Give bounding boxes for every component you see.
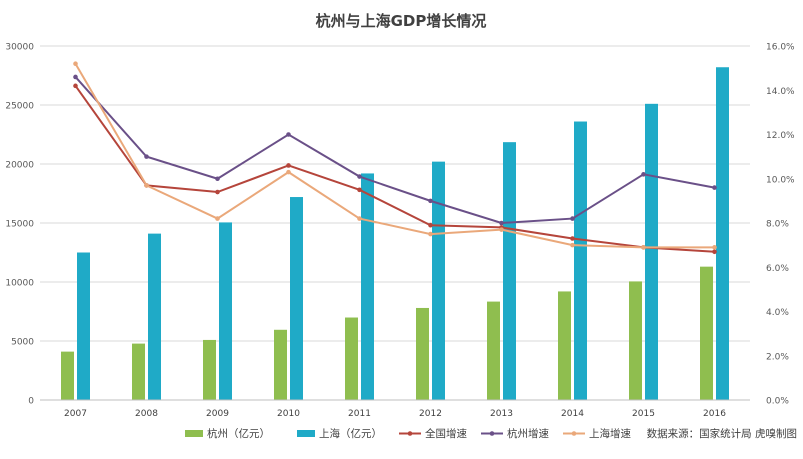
bar xyxy=(503,142,516,401)
series-line xyxy=(74,85,715,253)
series-point xyxy=(286,169,291,175)
x-tick-label: 2014 xyxy=(561,409,584,419)
legend-marker xyxy=(407,431,413,436)
bar xyxy=(700,266,713,400)
series-point xyxy=(144,154,149,159)
legend-label: 上海（亿元） xyxy=(319,427,382,440)
chart-title: 杭州与上海GDP增长情况 xyxy=(316,12,487,30)
bar xyxy=(645,103,658,400)
series-point xyxy=(570,242,575,248)
series-point xyxy=(144,183,149,188)
x-tick-label: 2013 xyxy=(490,409,513,419)
x-tick-label: 2016 xyxy=(703,409,726,419)
bar xyxy=(487,301,500,400)
x-axis: 2007 2008 2009 2010 2011 2012 2013 2014 2015 2016 xyxy=(40,399,750,419)
x-tick-label: 2011 xyxy=(348,409,371,419)
right-tick-label: 4.0% xyxy=(766,308,789,318)
series-line xyxy=(74,63,715,249)
left-tick-label: 25000 xyxy=(5,102,34,112)
right-tick-label: 6.0% xyxy=(766,264,789,274)
right-tick-label: 0.0% xyxy=(766,397,789,407)
legend-swatch xyxy=(185,430,203,437)
legend-swatch xyxy=(297,430,315,437)
bar xyxy=(416,307,429,400)
series-point xyxy=(357,174,362,179)
series-point xyxy=(428,231,433,237)
left-tick-label: 0 xyxy=(28,397,34,407)
series-point xyxy=(215,189,220,195)
series-point xyxy=(357,216,362,221)
series-point xyxy=(73,74,78,80)
bar xyxy=(203,339,216,400)
bar xyxy=(629,281,642,400)
series-point xyxy=(286,163,291,168)
right-tick-label: 2.0% xyxy=(766,352,789,362)
left-y-axis: 0 5000 10000 15000 20000 25000 30000 xyxy=(5,43,34,407)
series-point xyxy=(499,220,504,226)
series-point xyxy=(712,185,717,190)
series-point xyxy=(428,222,433,228)
bar xyxy=(61,351,74,400)
right-tick-label: 12.0% xyxy=(766,131,795,141)
left-tick-label: 10000 xyxy=(5,279,34,289)
series-point xyxy=(357,187,362,193)
x-tick-label: 2008 xyxy=(135,409,158,419)
bar xyxy=(345,317,358,400)
series-point xyxy=(641,245,646,250)
lines xyxy=(73,61,717,255)
bar xyxy=(77,252,90,400)
bar xyxy=(716,67,729,401)
legend-label: 杭州（亿元） xyxy=(207,427,270,440)
bar xyxy=(361,173,374,400)
x-tick-label: 2015 xyxy=(632,409,655,419)
bar xyxy=(290,197,303,400)
bar xyxy=(432,161,445,400)
right-tick-label: 14.0% xyxy=(766,87,795,97)
series-point xyxy=(286,132,291,137)
series-point xyxy=(570,236,575,241)
bars xyxy=(61,67,729,401)
series-point xyxy=(73,83,78,89)
bar xyxy=(219,222,232,400)
series-point xyxy=(73,61,78,66)
legend-marker xyxy=(489,431,495,436)
legend-marker xyxy=(571,431,577,436)
bar xyxy=(148,233,161,400)
bar xyxy=(132,343,145,400)
series-point xyxy=(499,227,504,232)
legend-label: 杭州增速 xyxy=(507,427,549,440)
x-tick-label: 2009 xyxy=(206,409,229,419)
x-tick-label: 2012 xyxy=(419,409,442,419)
legend: 杭州（亿元） 上海（亿元） 全国增速 杭州增速 上海增速 xyxy=(185,427,631,440)
series-point xyxy=(215,216,220,221)
left-tick-label: 20000 xyxy=(5,161,34,171)
left-tick-label: 15000 xyxy=(5,220,34,230)
left-tick-label: 5000 xyxy=(11,338,34,348)
series-line xyxy=(74,76,715,225)
x-tick-label: 2010 xyxy=(277,409,300,419)
left-tick-label: 30000 xyxy=(5,43,34,53)
series-point xyxy=(428,198,433,204)
series-point xyxy=(641,172,646,177)
bar xyxy=(558,291,571,400)
series-point xyxy=(712,245,717,250)
series-point xyxy=(712,249,717,255)
source-note: 数据来源：国家统计局 虎嗅制图 xyxy=(647,427,797,440)
series-point xyxy=(215,176,220,182)
right-tick-label: 16.0% xyxy=(766,43,795,53)
right-y-axis: 0.0% 2.0% 4.0% 6.0% 8.0% 10.0% 12.0% 14.0% 16.0% xyxy=(766,43,795,407)
bar xyxy=(274,329,287,400)
x-tick-label: 2007 xyxy=(64,409,87,419)
right-tick-label: 10.0% xyxy=(766,175,795,185)
legend-label: 全国增速 xyxy=(425,427,467,440)
legend-label: 上海增速 xyxy=(589,427,631,440)
series-point xyxy=(570,216,575,221)
right-tick-label: 8.0% xyxy=(766,220,789,230)
bar xyxy=(574,121,587,401)
